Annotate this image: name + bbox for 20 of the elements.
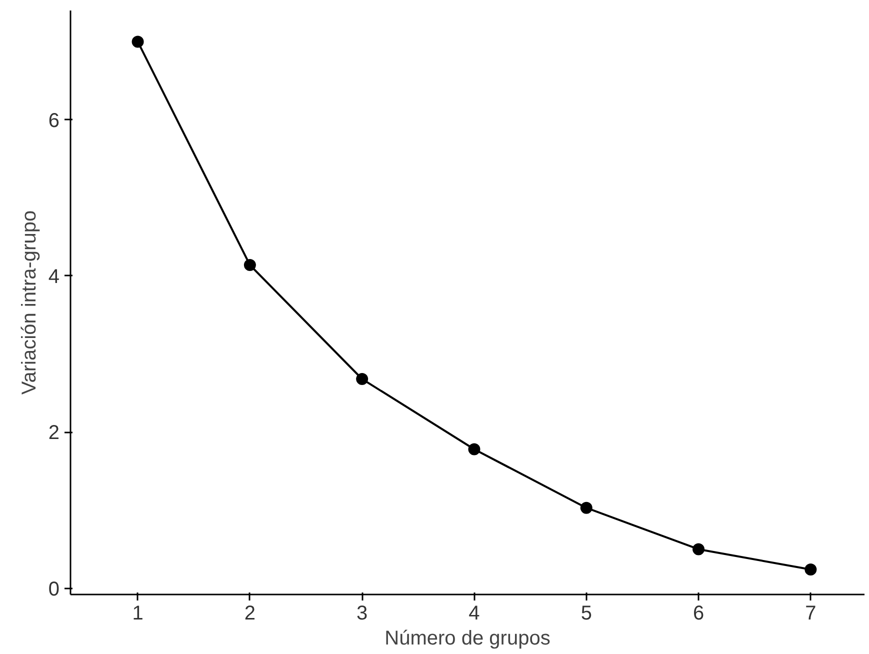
point — [804, 564, 817, 576]
y-tick-label: 0 — [48, 578, 60, 600]
point — [244, 259, 256, 272]
x-tick-label: 7 — [805, 602, 816, 624]
point — [132, 36, 144, 48]
point — [692, 543, 705, 556]
x-tick-label: 4 — [468, 602, 480, 624]
point — [580, 502, 592, 514]
x-axis-title: Número de grupos — [384, 628, 550, 650]
x-tick-label: 1 — [132, 602, 144, 624]
y-axis-title: Variación intra-grupo — [18, 210, 40, 395]
x-tick-label: 5 — [580, 602, 592, 624]
x-tick-label: 2 — [244, 602, 256, 624]
y-tick-label: 4 — [48, 266, 60, 288]
y-tick-label: 2 — [48, 422, 60, 444]
x-tick-label: 3 — [356, 602, 368, 624]
point — [468, 443, 480, 456]
x-tick-label: 6 — [692, 602, 704, 624]
y-tick-label: 6 — [48, 110, 60, 132]
point — [356, 373, 368, 386]
